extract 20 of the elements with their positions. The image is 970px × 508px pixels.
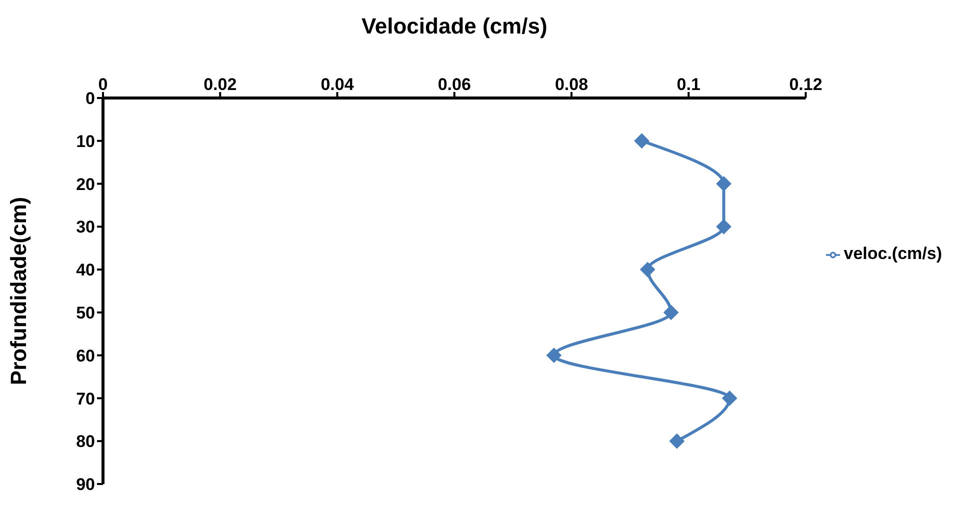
y-tick-label: 70 <box>76 389 95 408</box>
x-tick-label: 0.1 <box>676 75 700 94</box>
y-tick-label: 40 <box>76 260 95 280</box>
y-tick-label: 20 <box>76 174 95 194</box>
x-axis-title: Velocidade (cm/s) <box>361 14 548 39</box>
x-tick-label: 0.02 <box>204 75 237 94</box>
x-tick-label: 0.08 <box>554 75 588 94</box>
y-tick-label: 30 <box>76 218 95 237</box>
x-tick-label: 0 <box>98 75 108 94</box>
legend-label: veloc.(cm/s) <box>844 244 942 263</box>
y-tick-label: 10 <box>76 132 95 151</box>
y-tick-label: 50 <box>76 303 95 322</box>
y-tick-label: 0 <box>86 89 95 108</box>
x-tick-label: 0.06 <box>438 75 471 94</box>
x-tick-label: 0.12 <box>789 75 822 94</box>
y-axis-title: Profundidade(cm) <box>6 196 31 386</box>
x-tick-label: 0.04 <box>320 75 354 94</box>
y-tick-label: 80 <box>76 432 95 452</box>
y-tick-label: 60 <box>76 346 95 366</box>
y-tick-label: 90 <box>76 475 95 494</box>
